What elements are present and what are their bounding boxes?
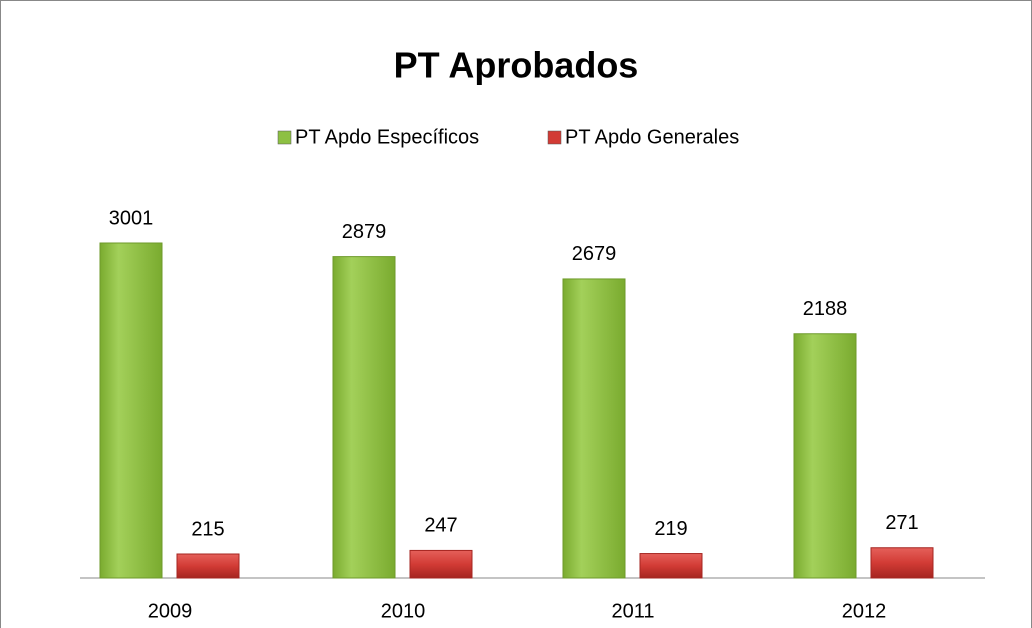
value-label: 215	[191, 518, 224, 540]
legend-swatch	[547, 130, 562, 145]
x-tick-label: 2010	[381, 600, 426, 622]
bar	[99, 242, 163, 579]
bar	[793, 333, 857, 579]
value-label: 271	[885, 512, 918, 534]
bar	[562, 278, 626, 579]
x-tick-label: 2009	[148, 600, 193, 622]
chart-title: PT Aprobados	[394, 45, 639, 86]
bar	[332, 256, 396, 579]
x-tick-label: 2012	[842, 600, 887, 622]
bar	[870, 547, 934, 579]
bar	[409, 549, 473, 579]
legend-label: PT Apdo Específicos	[295, 126, 479, 148]
x-tick-label: 2011	[611, 600, 654, 622]
legend-swatch	[277, 130, 292, 145]
value-label: 2679	[572, 243, 617, 265]
value-label: 247	[424, 515, 457, 537]
value-label: 2879	[342, 221, 387, 243]
bar	[639, 553, 703, 579]
value-label: 2188	[803, 298, 848, 320]
legend-label: PT Apdo Generales	[565, 126, 739, 148]
value-label: 219	[654, 518, 687, 540]
value-label: 3001	[109, 207, 154, 229]
bar	[176, 553, 240, 579]
